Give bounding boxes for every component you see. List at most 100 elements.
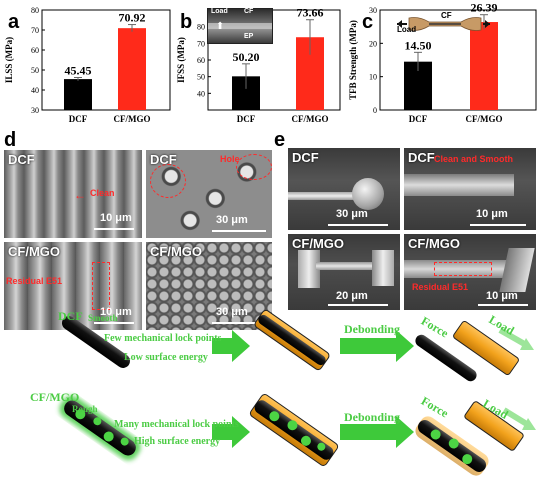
data-label: 73.66 (297, 6, 324, 20)
data-label: 14.50 (405, 38, 432, 52)
row1-note-energy: Low surface energy (124, 352, 208, 363)
sem-d3: CF/MGO Residual E51 10 μm (4, 242, 142, 330)
bar (118, 28, 146, 110)
x-tick-label: DCF (409, 114, 428, 124)
scale-bar (478, 304, 528, 306)
scale-bar (328, 304, 388, 306)
up-arrow-icon: ⬆ (216, 21, 225, 32)
sem-d2-label: DCF (150, 152, 177, 167)
sem-e3: CF/MGO 20 μm (288, 234, 400, 310)
sem-d2-note: Hole (220, 154, 240, 164)
sem-d2-scale: 30 μm (216, 214, 248, 226)
y-axis-label: ILSS (MPa) (4, 37, 14, 83)
plot-frame (41, 9, 171, 111)
sem-d1-scale: 10 μm (100, 212, 132, 224)
y-tick-label: 20 (369, 39, 377, 48)
inset-cf-label: CF (244, 8, 254, 15)
y-tick-label: 30 (31, 106, 39, 115)
x-tick-label: CF/MGO (292, 114, 329, 124)
chart-b: 40 50 60 70 80 IFSS (MPa) 50.20 DCF 73.66 CF/MGO (176, 6, 341, 124)
scale-bar (212, 322, 266, 324)
cfmgo-fiber-rod (59, 395, 141, 461)
sem-d2: DCF Hole 30 μm (146, 150, 272, 238)
right-arrow-icon (212, 416, 250, 448)
sem-e2-label: DCF (408, 150, 435, 165)
sem-d1: DCF Clean ← 10 μm (4, 150, 142, 238)
fiber-shape (404, 260, 514, 278)
y-axis-label: TFB Strength (MPa) (348, 20, 358, 100)
scale-bar (212, 230, 266, 232)
panel-label-c: c (362, 11, 374, 33)
charts-svg: 30 40 50 60 70 80 ILSS (MPa) 45.45 DCF 70.92 CF/MG… (4, 1, 537, 124)
hole-circle (150, 164, 186, 198)
y-tick-label: 10 (369, 73, 377, 82)
sem-e4-note: Residual E51 (412, 282, 469, 292)
y-tick-label: 60 (197, 56, 205, 65)
sem-d3-scale: 10 μm (100, 306, 132, 318)
data-label: 50.20 (233, 50, 260, 64)
row1-debonding-label: Debonding (344, 322, 401, 336)
tfb-cf-label: CF (441, 11, 452, 20)
y-tick-label: 40 (197, 89, 205, 98)
inset-ep-label: EP (244, 33, 254, 40)
droplet-shape (298, 250, 320, 288)
row1-note-smooth: Smooth (88, 313, 118, 323)
row1-title: DCF (58, 309, 83, 323)
x-tick-label: DCF (237, 114, 256, 124)
right-arrow-icon (212, 330, 250, 362)
sem-d4-scale: 30 μm (216, 306, 248, 318)
debonded-dcf-fiber (415, 334, 477, 382)
right-arrow-icon (340, 330, 414, 362)
fiber-strip (208, 23, 272, 29)
x-tick-label: CF/MGO (114, 114, 151, 124)
scale-bar (470, 224, 526, 226)
schematic-svg (59, 309, 536, 476)
tfb-inset-svg (397, 17, 490, 31)
row2-note-rough: Rough (72, 404, 98, 414)
scale-bar (94, 228, 134, 230)
sem-e1-label: DCF (292, 150, 319, 165)
droplet-shape (352, 178, 384, 210)
sem-e1-scale: 30 μm (336, 208, 368, 220)
y-tick-label: 70 (31, 26, 39, 35)
row2-note-energy: High surface energy (134, 436, 221, 447)
ifss-inset-photo: Load CF EP ⬆ (207, 8, 273, 44)
y-tick-label: 80 (197, 23, 205, 32)
panel-label-b: b (180, 11, 193, 33)
sem-d1-note: Clean (90, 188, 115, 198)
row1-note-lock: Few mechanical lock points (104, 333, 222, 344)
y-axis-label: IFSS (MPa) (176, 37, 186, 83)
debonded-resin (453, 320, 519, 376)
plot-frame (379, 9, 537, 111)
panel-label-e: e (274, 129, 286, 151)
fiber-shape (288, 192, 358, 200)
load-arrow-head (522, 418, 536, 430)
y-tick-label: 30 (369, 6, 377, 15)
panel-label-a: a (8, 11, 20, 33)
sem-e2-note: Clean and Smooth (434, 154, 514, 164)
y-tick-label: 60 (31, 46, 39, 55)
droplet-shape (499, 248, 535, 292)
y-tick-label: 40 (31, 86, 39, 95)
inset-load-label: Load (211, 8, 228, 15)
x-tick-label: DCF (69, 114, 88, 124)
x-tick-label: CF/MGO (466, 114, 503, 124)
right-arrow-icon (340, 416, 414, 448)
sem-d3-note: Residual E51 (6, 276, 63, 286)
load-arrow-head (520, 338, 534, 350)
sem-e2-scale: 10 μm (476, 208, 508, 220)
dcf-coated-fiber (254, 309, 330, 371)
hole-circle (236, 154, 272, 180)
tfb-inset: Load CF (395, 11, 491, 34)
arrow-left-icon: ← (74, 188, 86, 202)
load-arrow-line (498, 327, 530, 349)
droplet-shape (372, 250, 394, 286)
y-tick-label: 80 (31, 6, 39, 15)
sem-d4: CF/MGO 30 μm (146, 242, 272, 330)
row2-debonding-label: Debonding (344, 410, 401, 424)
sem-d3-label: CF/MGO (8, 244, 60, 259)
fiber-shape (316, 262, 376, 270)
sem-d4-label: CF/MGO (150, 244, 202, 259)
row2-note-lock: Many mechanical lock points (114, 419, 239, 430)
sem-e4-scale: 10 μm (486, 290, 518, 302)
